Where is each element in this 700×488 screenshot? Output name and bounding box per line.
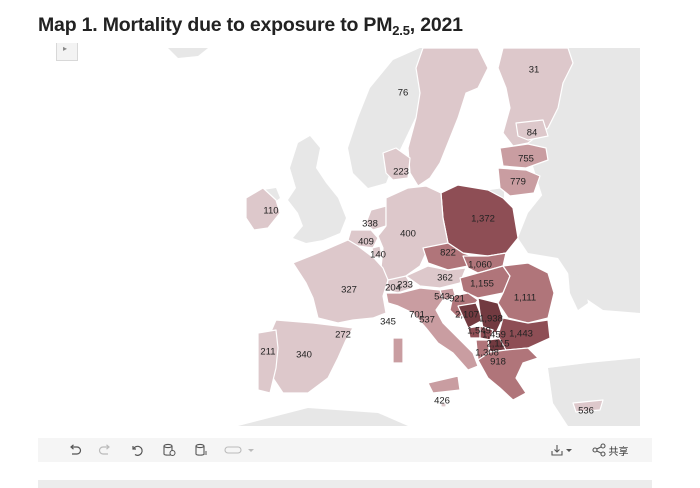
share-button[interactable]: 共享 <box>588 441 632 459</box>
footer-bar <box>38 480 652 488</box>
map-canvas <box>168 48 640 426</box>
label-san-marino: 537 <box>419 314 435 326</box>
country-sweden <box>407 48 489 187</box>
label-slovenia: 543 <box>434 291 450 303</box>
label-ireland: 110 <box>263 205 279 217</box>
download-icon <box>551 445 572 456</box>
land-moldova <box>568 270 588 310</box>
country-bulgaria <box>497 317 551 351</box>
country-austria <box>405 265 467 289</box>
database-pause-icon <box>195 443 207 456</box>
share-label: 共享 <box>608 446 629 458</box>
label-montenegro: 1,549 <box>467 325 491 337</box>
label-latvia: 755 <box>518 153 534 165</box>
label-albania: 1,308 <box>475 347 499 359</box>
country-france <box>292 239 389 324</box>
label-spain: 340 <box>296 349 312 361</box>
share-icon <box>591 443 606 457</box>
label-estonia: 84 <box>526 127 538 139</box>
revert-icon <box>132 445 143 456</box>
country-switzerland <box>385 275 414 294</box>
label-sweden: 76 <box>397 87 409 99</box>
label-poland: 1,372 <box>471 213 495 225</box>
view-switch-icon <box>224 446 254 454</box>
label-kosovo: 1,459 <box>482 329 506 341</box>
country-malta <box>440 402 447 408</box>
label-bulgaria: 1,443 <box>509 328 533 340</box>
label-germany: 400 <box>400 228 416 240</box>
land-turkey <box>548 358 640 426</box>
redo-button[interactable] <box>96 441 114 459</box>
label-bosnia: 2,107 <box>455 309 479 321</box>
label-lithuania: 779 <box>510 176 526 188</box>
undo-button[interactable] <box>66 441 84 459</box>
label-portugal: 211 <box>260 346 276 358</box>
label-greece: 918 <box>490 356 506 368</box>
label-austria: 362 <box>437 272 453 284</box>
label-malta: 426 <box>434 395 450 407</box>
undo-icon <box>70 444 82 455</box>
label-france: 327 <box>341 284 357 296</box>
country-estonia <box>515 119 549 141</box>
country-latvia <box>499 143 549 169</box>
country-finland <box>497 48 574 147</box>
label-croatia: 921 <box>449 293 465 305</box>
label-italy-north: 701 <box>409 309 425 321</box>
land-north-africa <box>238 408 408 426</box>
label-monaco: 345 <box>380 316 396 328</box>
label-cyprus: 536 <box>578 405 594 417</box>
label-belgium: 409 <box>358 236 374 248</box>
map-nav-button[interactable]: ▸ <box>56 43 78 61</box>
label-hungary: 1,155 <box>470 278 494 290</box>
label-netherlands: 338 <box>362 218 378 230</box>
pause-updates-button[interactable] <box>192 441 210 459</box>
country-lithuania <box>497 167 541 197</box>
label-liechtenstein: 204 <box>385 282 401 294</box>
country-ireland <box>245 187 281 231</box>
land-great-britain <box>288 136 346 243</box>
label-luxembourg: 140 <box>370 249 386 261</box>
country-sicily <box>427 375 461 394</box>
non-eu-land <box>168 48 640 426</box>
label-denmark: 223 <box>393 166 409 178</box>
page-title: Map 1. Mortality due to exposure to PM2.… <box>38 14 463 38</box>
play-icon: ▸ <box>63 44 68 53</box>
label-czechia: 822 <box>440 247 456 259</box>
country-serbia <box>477 297 504 334</box>
view-switch-button[interactable] <box>222 441 258 459</box>
country-italy <box>385 287 479 371</box>
label-finland: 31 <box>528 64 540 76</box>
land-ukraine <box>518 178 640 313</box>
land-iceland <box>168 48 208 58</box>
choropleth-map[interactable] <box>48 48 640 426</box>
country-greece <box>477 347 539 401</box>
label-andorra: 272 <box>335 329 351 341</box>
country-germany <box>377 185 449 281</box>
country-cyprus <box>572 399 604 413</box>
label-switzerland: 233 <box>397 279 413 291</box>
label-slovakia: 1,060 <box>468 259 492 271</box>
viz-toolbar: 共享 <box>38 438 652 462</box>
country-netherlands <box>365 205 387 231</box>
country-sardinia <box>392 337 404 364</box>
refresh-data-button[interactable] <box>160 441 178 459</box>
download-button[interactable] <box>548 441 576 459</box>
label-serbia: 1,938 <box>479 313 503 325</box>
country-denmark <box>382 147 411 181</box>
revert-button[interactable] <box>128 441 146 459</box>
redo-icon <box>98 444 110 455</box>
label-north-macedonia: 2,115 <box>486 338 510 350</box>
label-romania: 1,111 <box>513 292 537 304</box>
country-portugal <box>257 329 279 394</box>
database-refresh-icon <box>163 443 176 456</box>
eu-countries[interactable] <box>245 48 604 413</box>
